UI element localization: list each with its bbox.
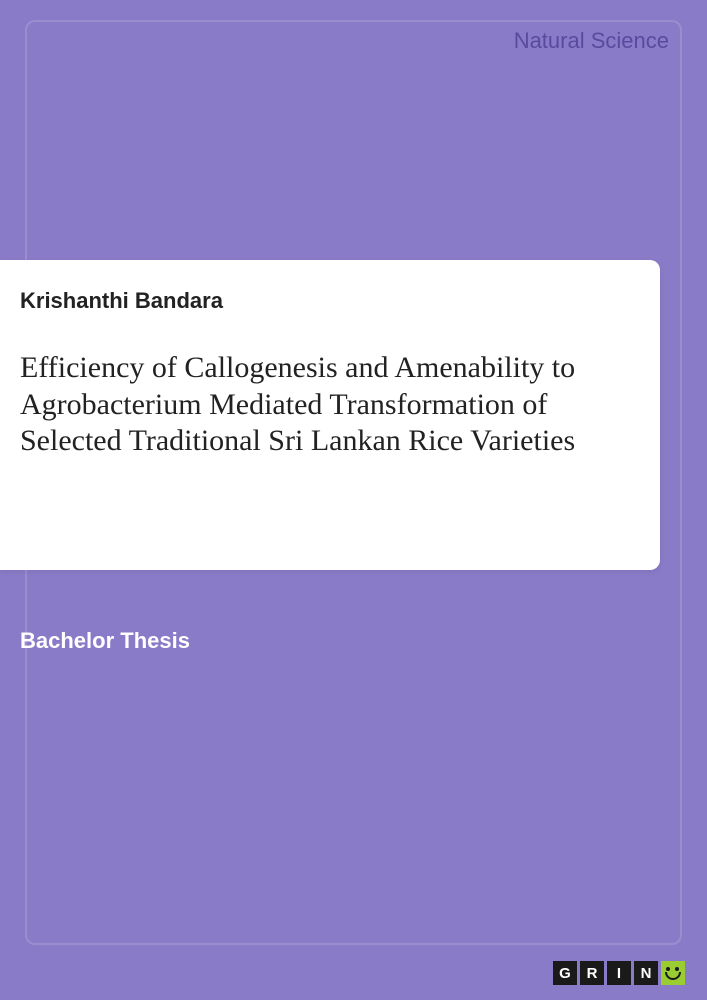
logo-letter: N bbox=[634, 961, 658, 985]
logo-letter: G bbox=[553, 961, 577, 985]
logo-smile-icon bbox=[661, 961, 685, 985]
document-type-label: Bachelor Thesis bbox=[20, 628, 190, 654]
logo-letter: I bbox=[607, 961, 631, 985]
logo-letter: R bbox=[580, 961, 604, 985]
publisher-logo: G R I N bbox=[553, 961, 685, 985]
author-name: Krishanthi Bandara bbox=[20, 288, 630, 314]
title-card: Krishanthi Bandara Efficiency of Calloge… bbox=[0, 260, 660, 570]
category-label: Natural Science bbox=[514, 28, 669, 54]
document-title: Efficiency of Callogenesis and Amenabili… bbox=[20, 350, 630, 460]
